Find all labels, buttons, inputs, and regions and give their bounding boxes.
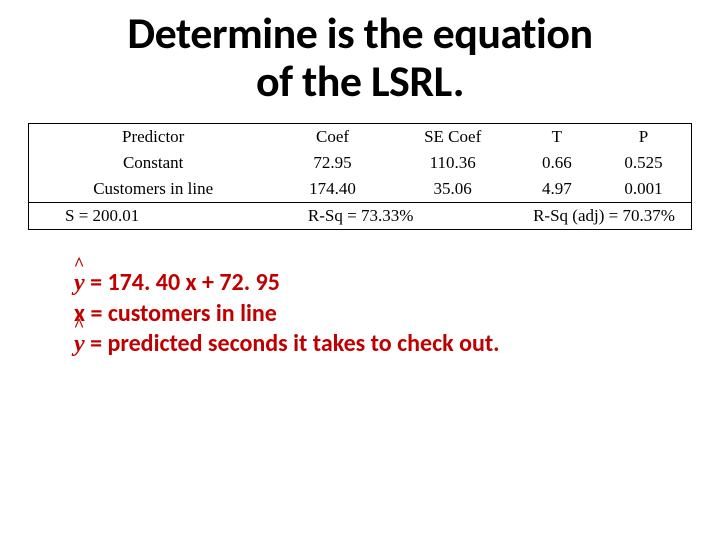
cell-se-coef: 110.36 [388, 150, 518, 176]
summary-rsq-adj: R-Sq (adj) = 70.37% [470, 206, 685, 226]
header-predictor: Predictor [29, 124, 278, 151]
yhat-symbol: ^ y [74, 268, 85, 299]
cell-coef: 174.40 [277, 176, 387, 203]
summary-rsq: R-Sq = 73.33% [255, 206, 466, 226]
cell-p: 0.001 [596, 176, 691, 203]
cell-t: 4.97 [518, 176, 596, 203]
header-coef: Coef [277, 124, 387, 151]
regression-output-table: Predictor Coef SE Coef T P Constant 72.9… [28, 123, 692, 230]
cell-p: 0.525 [596, 150, 691, 176]
cell-predictor: Constant [29, 150, 278, 176]
yhat-symbol: ^ y [74, 329, 85, 360]
header-se-coef: SE Coef [388, 124, 518, 151]
table-row: Constant 72.95 110.36 0.66 0.525 [29, 150, 692, 176]
equation-rhs: = 174. 40 x + 72. 95 [85, 268, 280, 297]
header-p: P [596, 124, 691, 151]
summary-cell: S = 200.01 R-Sq = 73.33% R-Sq (adj) = 70… [29, 203, 692, 230]
slide: Determine is the equation of the LSRL. P… [0, 0, 720, 540]
answer-equation-line: ^ y = 174. 40 x + 72. 95 [74, 268, 692, 299]
cell-se-coef: 35.06 [388, 176, 518, 203]
slide-title: Determine is the equation of the LSRL. [28, 10, 692, 105]
title-line-2: of the LSRL. [256, 54, 464, 108]
cell-coef: 72.95 [277, 150, 387, 176]
yhat-desc-text: = predicted seconds it takes to check ou… [85, 329, 500, 358]
cell-t: 0.66 [518, 150, 596, 176]
table-summary-row: S = 200.01 R-Sq = 73.33% R-Sq (adj) = 70… [29, 203, 692, 230]
title-line-1: Determine is the equation [127, 6, 592, 60]
answer-yhat-desc-line: ^ y = predicted seconds it takes to chec… [74, 329, 692, 360]
table-row: Customers in line 174.40 35.06 4.97 0.00… [29, 176, 692, 203]
answer-block: ^ y = 174. 40 x + 72. 95 x = customers i… [74, 268, 692, 360]
answer-x-line: x = customers in line [74, 299, 692, 330]
table-header-row: Predictor Coef SE Coef T P [29, 124, 692, 151]
summary-s: S = 200.01 [65, 206, 251, 226]
header-t: T [518, 124, 596, 151]
cell-predictor: Customers in line [29, 176, 278, 203]
